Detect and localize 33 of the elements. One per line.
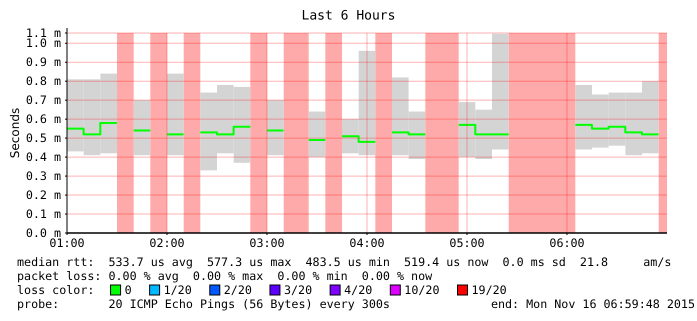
y-tick-label: 0.9 m — [26, 55, 61, 70]
legend-label: 19/20 — [472, 283, 507, 297]
legend-label: 2/20 — [224, 283, 252, 297]
x-tick-label: 01:00 — [49, 236, 85, 250]
x-tick-label: 02:00 — [149, 236, 185, 250]
y-axis-title: Seconds — [8, 108, 22, 158]
y-tick-label: 0.8 m — [26, 74, 61, 88]
x-tick-label: 05:00 — [449, 236, 485, 250]
text: end: Mon Nov 16 06:59:48 2015 — [490, 297, 695, 311]
y-tick-label: 0.1 m — [26, 207, 61, 222]
chart-title: Last 6 Hours — [302, 8, 396, 24]
text: packet loss: 0.00 % avg 0.00 % max 0.00 % min 0.00 % now — [17, 269, 434, 283]
legend-label: 3/20 — [284, 283, 312, 297]
legend-label: 4/20 — [344, 283, 372, 297]
text: probe: 20 ICMP Echo Pings (56 Bytes) every 300s — [17, 297, 390, 311]
legend-label: 10/20 — [404, 283, 440, 297]
legend-label: 0 — [124, 283, 132, 297]
bar — [134, 100, 150, 156]
y-tick-label: 0.5 m — [26, 131, 61, 146]
legend-label: 1/20 — [164, 283, 192, 297]
x-tick-label: 06:00 — [549, 236, 585, 250]
x-tick-label: 03:00 — [249, 236, 285, 250]
x-tick-label: 04:00 — [349, 236, 385, 250]
y-tick-label: 0.7 m — [26, 93, 61, 108]
y-tick-label: 1.0 m — [26, 36, 61, 50]
y-tick-label: 0.4 m — [26, 150, 61, 164]
text: median rtt: 533.7 us avg 577.3 us max 483.5 us min 519.4 us now 0.0 ms sd 21.8 am/s — [17, 255, 672, 269]
bar — [308, 112, 326, 158]
legend-title: loss color: — [17, 283, 94, 297]
bar — [267, 100, 284, 156]
y-tick-label: 0.2 m — [26, 188, 61, 202]
y-tick-label: 0.6 m — [26, 112, 61, 126]
y-tick-label: 0.3 m — [26, 169, 61, 184]
